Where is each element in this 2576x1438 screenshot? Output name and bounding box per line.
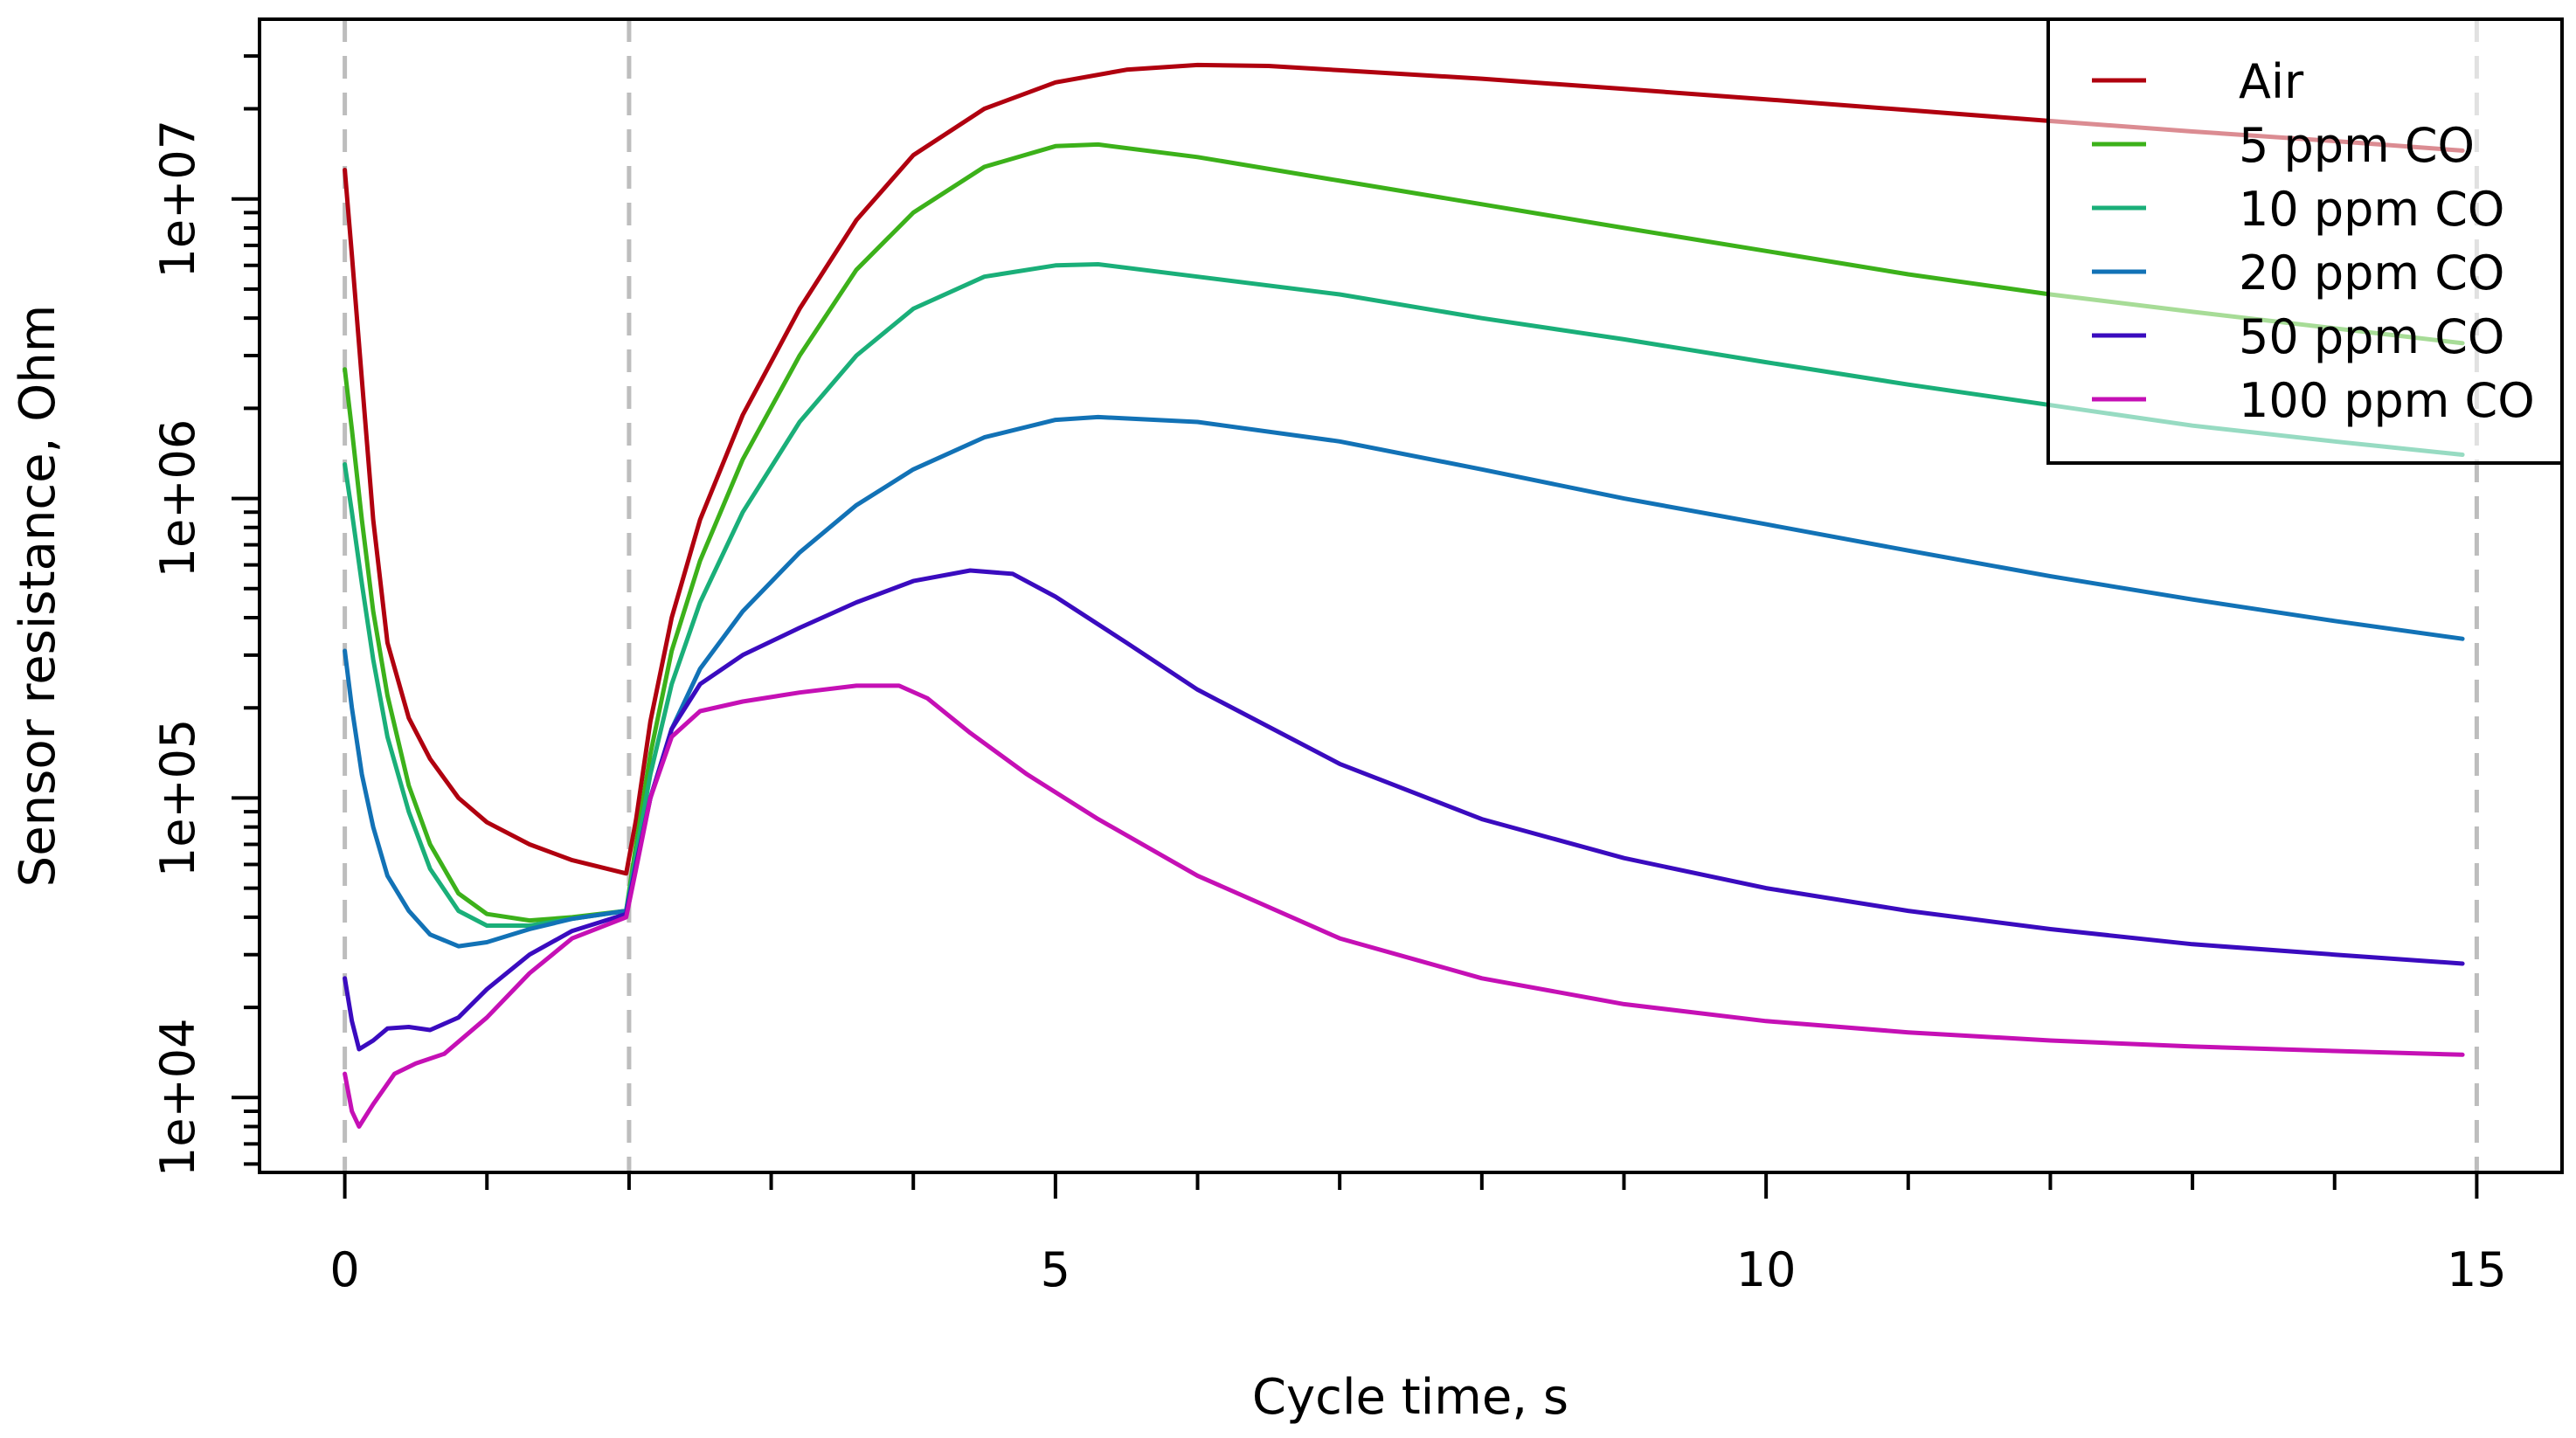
series-line-2 xyxy=(343,262,2465,928)
y-tick-label: 1e+07 xyxy=(150,120,205,279)
x-axis: 0 5 10 15 xyxy=(329,1172,2507,1297)
series-line-3 xyxy=(343,414,2465,949)
y-tick-label: 1e+04 xyxy=(150,1019,205,1178)
series-line-4 xyxy=(343,568,2465,1052)
x-tick-label: 5 xyxy=(1041,1242,1070,1297)
legend-label: 10 ppm CO xyxy=(2239,182,2504,237)
x-tick-label: 15 xyxy=(2447,1242,2507,1297)
legend-label: 50 ppm CO xyxy=(2239,309,2504,364)
y-axis: 1e+04 1e+05 1e+06 1e+07 xyxy=(150,54,260,1178)
legend-label: 5 ppm CO xyxy=(2239,118,2475,173)
legend-label: 20 ppm CO xyxy=(2239,245,2504,301)
x-tick-label: 10 xyxy=(1736,1242,1797,1297)
series-layer xyxy=(343,62,2465,1129)
series-line-1 xyxy=(343,142,2465,923)
legend-label: Air xyxy=(2239,54,2304,109)
legend: Air 5 ppm CO 10 ppm CO 20 ppm CO 50 ppm CO 10… xyxy=(2092,54,2535,428)
y-axis-title: Sensor resistance, Ohm xyxy=(10,305,66,888)
y-tick-label: 1e+05 xyxy=(150,719,205,878)
y-tick-label: 1e+06 xyxy=(150,419,205,578)
legend-label: 100 ppm CO xyxy=(2239,373,2535,428)
x-tick-label: 0 xyxy=(329,1242,359,1297)
plot-frame xyxy=(258,17,2564,1174)
series-line-5 xyxy=(343,683,2465,1129)
legend-box xyxy=(2046,17,2564,465)
series-line-0 xyxy=(343,62,2465,876)
x-axis-title: Cycle time, s xyxy=(1252,1369,1568,1426)
